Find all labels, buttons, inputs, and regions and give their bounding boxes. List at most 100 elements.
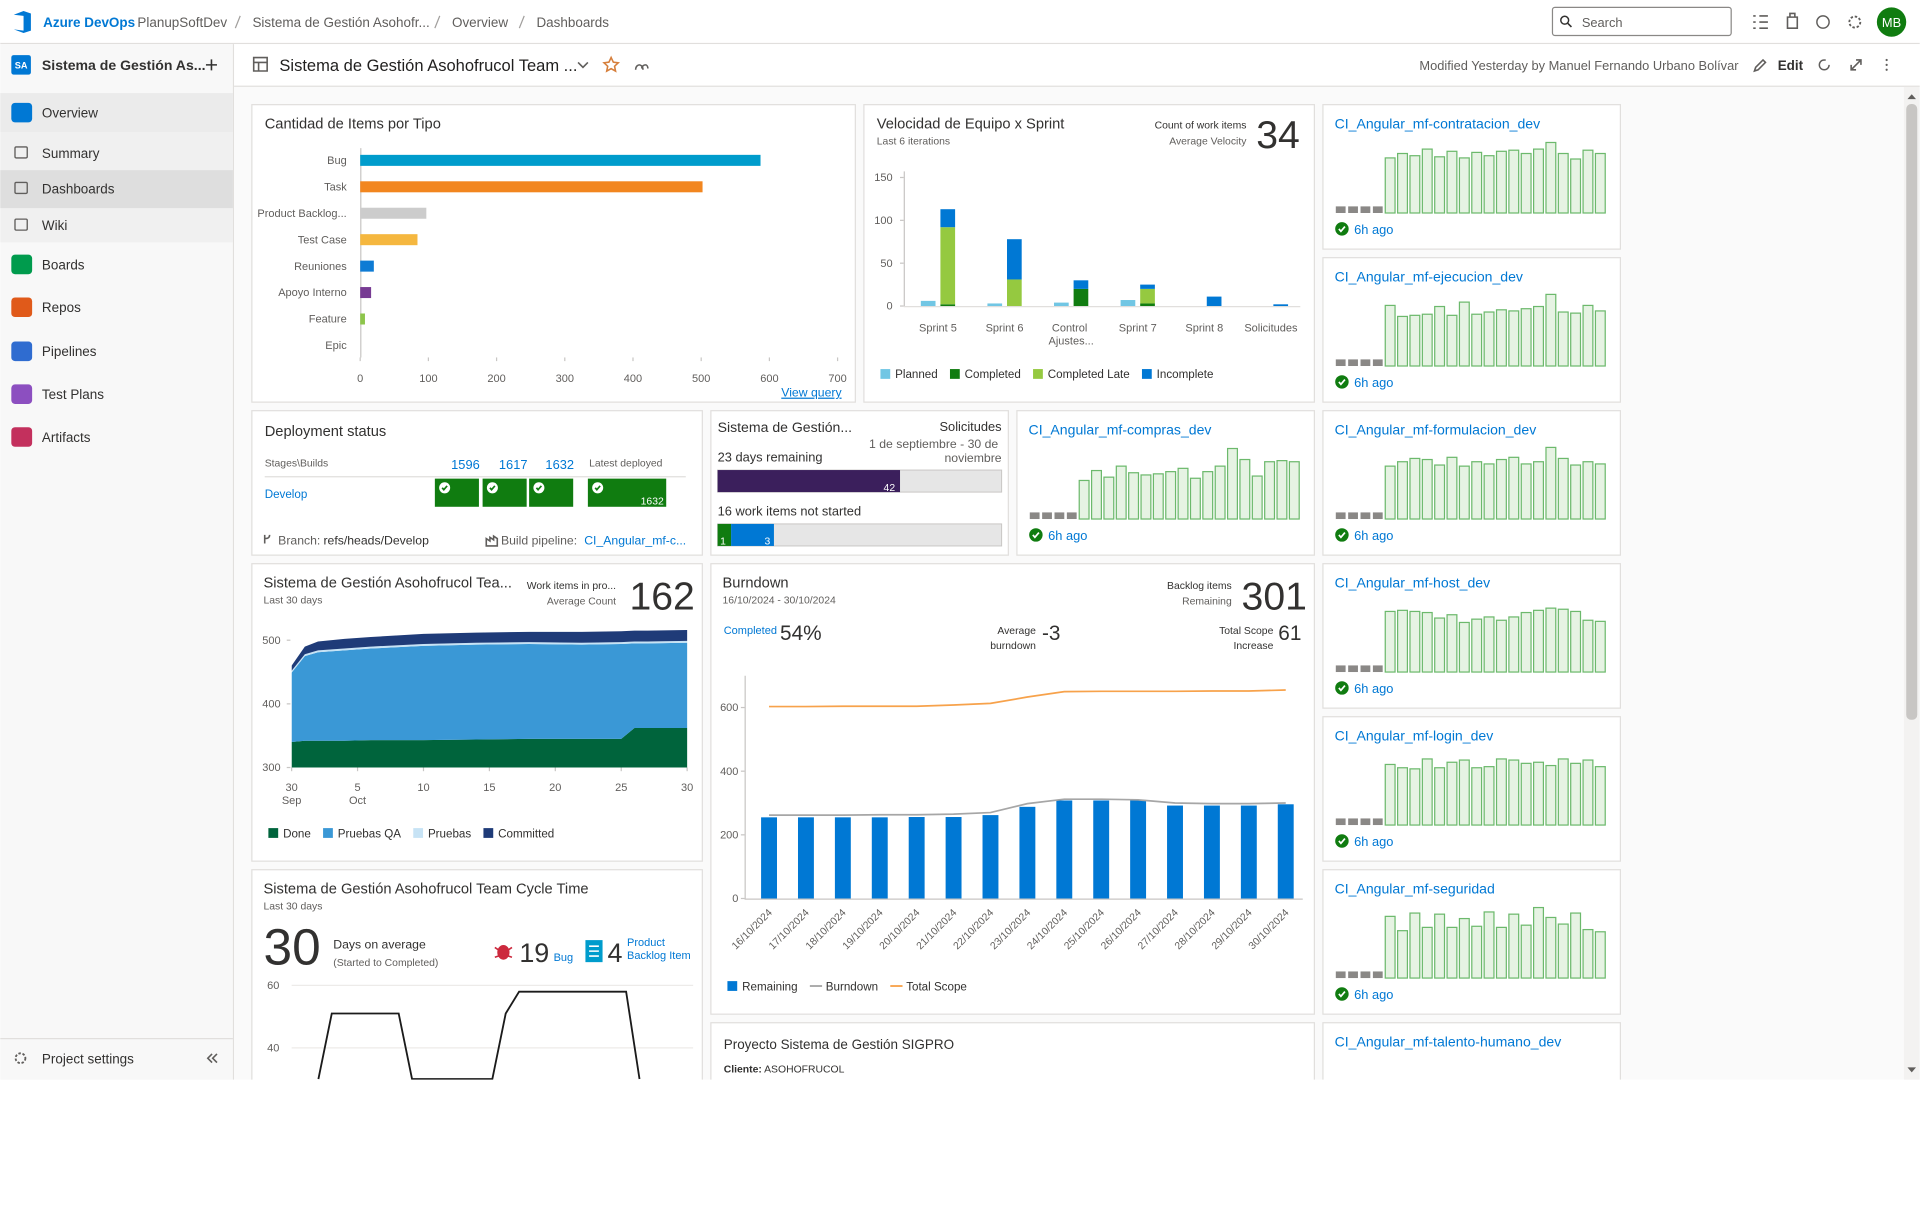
legend-label: Incomplete <box>1157 368 1214 381</box>
bug-icon-legs <box>494 946 513 959</box>
kpi-value: 61 <box>1278 622 1301 645</box>
scrollbar-thumb <box>1906 104 1918 720</box>
build-number[interactable]: 1596 <box>451 457 480 472</box>
y-tick-label: 200 <box>720 830 738 842</box>
x-tick-label: 400 <box>624 373 642 385</box>
nav-item[interactable]: Summary <box>42 146 100 161</box>
check-mark <box>1338 685 1346 692</box>
collapse-icon <box>206 1053 218 1064</box>
build-number[interactable]: 1632 <box>545 457 574 472</box>
nav-icon <box>14 218 28 231</box>
build-bar <box>1471 313 1483 367</box>
build-bar <box>1458 301 1470 367</box>
branch-icon <box>263 534 271 544</box>
check-mark <box>1338 532 1346 539</box>
build-bar <box>1421 148 1433 214</box>
breadcrumb[interactable]: Dashboards <box>536 15 609 30</box>
more-icon <box>1885 58 1888 62</box>
breakdown-value: 4 <box>607 938 622 968</box>
bar-segment <box>940 209 956 228</box>
check-mark <box>489 485 496 492</box>
build-bar <box>1348 971 1358 979</box>
build-name[interactable]: CI_Angular_mf-host_dev <box>1335 575 1491 591</box>
y-tick-label: 40 <box>267 1043 279 1055</box>
build-bar <box>1372 512 1383 520</box>
legend-swatch <box>483 828 494 838</box>
search-placeholder[interactable]: Search <box>1582 15 1623 30</box>
build-bar <box>1557 608 1569 673</box>
build-bar <box>1582 461 1594 520</box>
area-series <box>291 630 688 671</box>
build-bar <box>1434 305 1446 367</box>
breadcrumb-separator <box>234 15 241 29</box>
x-tick-label: 15 <box>483 782 495 794</box>
project-settings[interactable]: Project settings <box>42 1052 134 1067</box>
build-bar <box>1054 512 1065 520</box>
state-segment <box>731 523 774 546</box>
bar-segment <box>1073 288 1089 307</box>
kpi-sublabel: Increase <box>1234 641 1274 652</box>
build-name[interactable]: CI_Angular_mf-ejecucion_dev <box>1335 269 1523 285</box>
project-name[interactable]: Sistema de Gestión As... <box>42 57 206 73</box>
kpi-value: 54% <box>780 622 822 645</box>
x-month-label: Sep <box>282 795 302 807</box>
build-status: 6h ago <box>1354 375 1393 390</box>
build-bar <box>1446 926 1458 979</box>
build-bar <box>1458 157 1470 214</box>
build-name[interactable]: CI_Angular_mf-formulacion_dev <box>1335 422 1537 438</box>
legend-label: Completed Late <box>1048 368 1130 381</box>
build-bar <box>1226 447 1238 520</box>
legend-label: Pruebas QA <box>338 827 401 840</box>
stat-label: Backlog items <box>1167 581 1232 592</box>
widget-subtitle: Last 30 days <box>263 902 322 913</box>
branch-label: Branch: <box>278 534 320 548</box>
bar-segment <box>1073 280 1089 289</box>
legend-swatch <box>1141 369 1152 379</box>
category-label: Sprint 7 <box>1119 323 1157 335</box>
nav-item[interactable]: Wiki <box>42 218 67 233</box>
nav-item[interactable]: Pipelines <box>42 344 97 359</box>
build-name[interactable]: CI_Angular_mf-compras_dev <box>1029 422 1212 438</box>
widget-title: Sistema de Gestión Asohofrucol Tea... <box>263 576 511 592</box>
text-line: Sprint 7 <box>1119 323 1157 335</box>
build-bar <box>1582 619 1594 673</box>
build-status: 6h ago <box>1048 528 1087 543</box>
build-name[interactable]: CI_Angular_mf-login_dev <box>1335 728 1494 744</box>
marketplace-icon <box>1786 12 1799 29</box>
pipeline-link[interactable]: CI_Angular_mf-c... <box>584 534 686 548</box>
tasks-icon <box>1753 15 1768 29</box>
build-bar <box>1434 767 1446 826</box>
avatar-initials: MB <box>1882 15 1901 30</box>
nav-item[interactable]: Overview <box>42 106 98 121</box>
category-label: Sprint 5 <box>919 323 957 335</box>
nav-item[interactable]: Dashboards <box>42 181 115 196</box>
nav-item[interactable]: Boards <box>42 257 85 272</box>
nav-item[interactable]: Artifacts <box>42 430 91 445</box>
breadcrumb[interactable]: Sistema de Gestión Asohofr... <box>252 15 429 30</box>
dashboard-title[interactable]: Sistema de Gestión Asohofrucol Team ... <box>279 56 577 75</box>
build-name[interactable]: CI_Angular_mf-contratacion_dev <box>1335 116 1541 132</box>
build-bar <box>1360 665 1371 673</box>
breadcrumb[interactable]: Overview <box>452 15 508 30</box>
build-number[interactable]: 1617 <box>499 457 528 472</box>
branch-name: refs/heads/Develop <box>323 534 429 548</box>
build-bar <box>1483 155 1495 214</box>
build-bar <box>1520 308 1532 367</box>
build-bar <box>1594 620 1606 673</box>
build-name[interactable]: CI_Angular_mf-talento-humano_dev <box>1335 1034 1562 1050</box>
build-bar <box>1495 150 1507 214</box>
build-bar <box>1471 925 1483 979</box>
build-name[interactable]: CI_Angular_mf-seguridad <box>1335 881 1495 897</box>
view-query-link[interactable]: View query <box>781 386 842 400</box>
build-bar <box>1384 915 1396 979</box>
kpi-sublabel: burndown <box>990 641 1036 652</box>
line-series <box>769 689 1286 708</box>
widget-title: Sistema de Gestión Asohofrucol Team Cycl… <box>263 882 588 898</box>
edit-button[interactable]: Edit <box>1778 58 1804 73</box>
build-bar <box>1177 467 1189 520</box>
nav-item[interactable]: Test Plans <box>42 387 104 402</box>
nav-item[interactable]: Repos <box>42 300 81 315</box>
area-series <box>291 728 688 768</box>
bar <box>871 817 888 899</box>
stage-name[interactable]: Develop <box>265 488 308 501</box>
